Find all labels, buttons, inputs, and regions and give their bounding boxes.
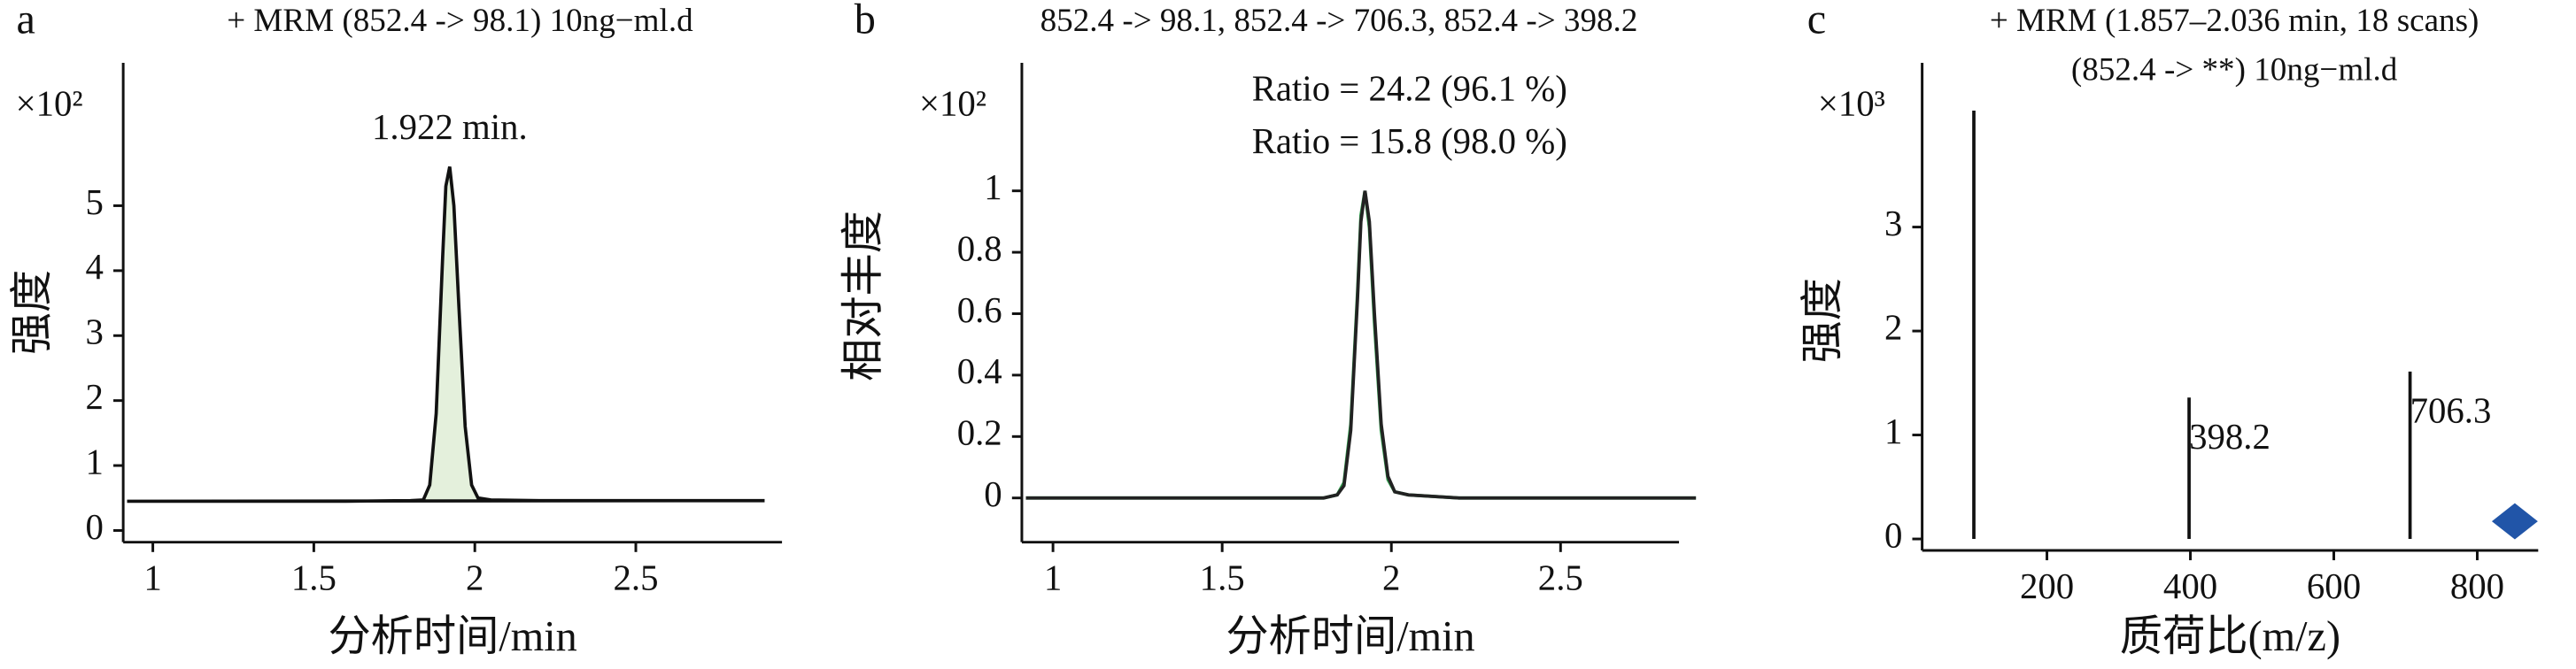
y-tick-label: 0 [85, 507, 103, 547]
y-tick-label: 1 [85, 442, 103, 481]
chart-title: 852.4 -> 98.1, 852.4 -> 706.3, 852.4 -> … [1040, 3, 1638, 39]
multiplier: ×10³ [1818, 83, 1885, 123]
y-tick-label: 2 [85, 377, 103, 417]
stem-label: 706.3 [2410, 390, 2492, 430]
chromatogram [1025, 190, 1697, 500]
y-tick-label: 0.2 [957, 413, 1002, 453]
y-tick-label: 2 [1884, 307, 1902, 347]
stem-label: 398.2 [2189, 417, 2270, 457]
chart-subtitle: (852.4 -> **) 10ng−ml.d [2071, 52, 2398, 88]
x-tick-label: 1.5 [1200, 558, 1245, 598]
y-tick-label: 0.6 [957, 290, 1002, 330]
panel-label: a [17, 0, 35, 42]
x-tick-label: 400 [2163, 566, 2217, 606]
y-axis-label: 强度 [1799, 278, 1846, 363]
x-tick-label: 2.5 [1538, 558, 1583, 598]
precursor-marker [2491, 503, 2538, 540]
y-axis-label: 相对丰度 [840, 211, 887, 381]
chart-title: + MRM (1.857–2.036 min, 18 scans) [1990, 3, 2479, 39]
multiplier: ×10² [919, 83, 986, 123]
y-tick-label: 0.8 [957, 228, 1002, 268]
x-tick-label: 1 [1044, 558, 1062, 598]
peak-annotation: 1.922 min. [372, 107, 528, 147]
y-tick-label: 0 [1884, 515, 1902, 555]
x-tick-label: 200 [2020, 566, 2074, 606]
y-tick-label: 3 [85, 312, 103, 352]
x-tick-label: 1.5 [291, 558, 337, 598]
x-axis-label: 质荷比(m/z) [2120, 613, 2340, 660]
x-tick-label: 2 [1382, 558, 1400, 598]
x-tick-label: 1 [143, 558, 161, 598]
y-tick-label: 0.4 [957, 351, 1002, 391]
y-tick-label: 0 [984, 474, 1002, 514]
y-axis-label: 强度 [9, 270, 56, 355]
x-axis-label: 分析时间/min [1226, 613, 1474, 660]
y-tick-label: 3 [1884, 204, 1902, 243]
y-tick-label: 5 [85, 182, 103, 222]
ratio-annotation: Ratio = 15.8 (98.0 %) [1252, 121, 1567, 161]
y-tick-label: 1 [1884, 411, 1902, 451]
panel-label: c [1807, 0, 1826, 42]
y-tick-label: 1 [984, 167, 1002, 207]
x-tick-label: 2 [466, 558, 483, 598]
panel-label: b [855, 0, 876, 42]
chromatogram [127, 166, 765, 504]
x-tick-label: 2.5 [614, 558, 659, 598]
chart-title: + MRM (852.4 -> 98.1) 10ng−ml.d [227, 3, 693, 39]
ratio-annotation: Ratio = 24.2 (96.1 %) [1252, 69, 1567, 109]
multiplier: ×10² [16, 83, 83, 123]
x-tick-label: 600 [2307, 566, 2361, 606]
x-axis-label: 分析时间/min [328, 613, 576, 660]
y-tick-label: 4 [85, 247, 103, 287]
x-tick-label: 800 [2450, 566, 2504, 606]
